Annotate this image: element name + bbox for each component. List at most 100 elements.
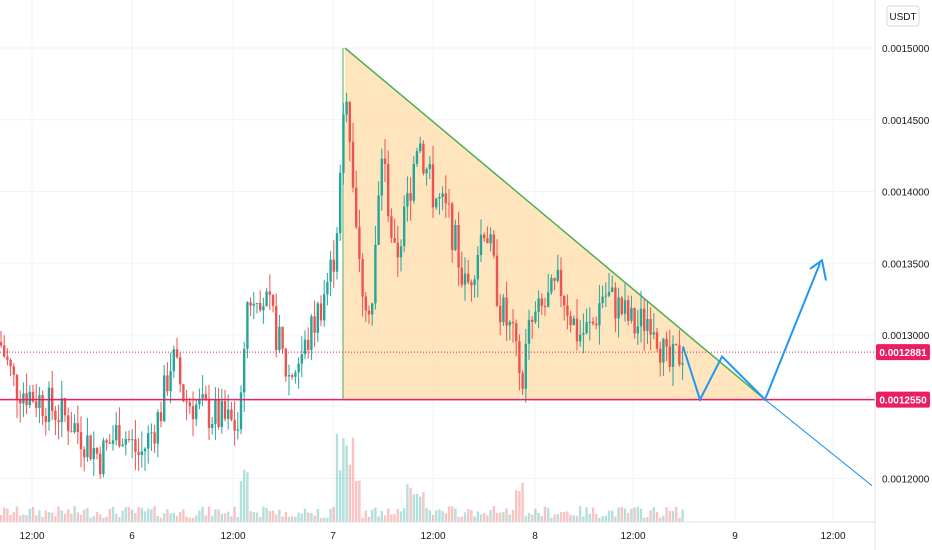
candle (364, 292, 367, 322)
candle-body (223, 401, 227, 419)
price-tag-label: 0.0012881 (879, 348, 927, 359)
candle-body (655, 332, 659, 349)
candle-body (198, 398, 201, 405)
candle (156, 409, 159, 458)
volume-bar (233, 506, 236, 522)
candle (540, 293, 543, 315)
candle-body (540, 298, 543, 306)
candle-body (646, 318, 649, 331)
candle (108, 434, 111, 444)
candle (86, 417, 89, 462)
candle (409, 177, 412, 221)
candle (339, 164, 342, 241)
candle (575, 299, 579, 351)
candle-body (636, 326, 639, 334)
volume-bar (294, 516, 297, 522)
volume-bar (166, 509, 169, 522)
candle (614, 282, 617, 333)
price-tags: 0.0012881 0.0012550 (876, 344, 930, 408)
candle-body (217, 399, 220, 428)
candle-body (515, 323, 518, 342)
volume-bar (447, 506, 451, 522)
candle-body (438, 197, 441, 199)
candle (92, 431, 95, 476)
candle (428, 156, 431, 180)
volume-bar (604, 515, 607, 522)
candles (0, 92, 684, 479)
volume-bar (9, 515, 12, 522)
volume-bar (259, 516, 262, 522)
volume-bar (598, 517, 601, 522)
candle-body (9, 359, 12, 367)
candle (387, 150, 390, 223)
candle-body (566, 305, 569, 316)
volume-bar (537, 512, 540, 522)
candle-body (281, 326, 284, 349)
candle (265, 288, 268, 307)
volume-bar (655, 511, 659, 522)
candle-body (79, 432, 83, 450)
candle (604, 282, 607, 307)
volume-bar (351, 437, 355, 522)
candle-body (588, 321, 591, 323)
candle (239, 385, 243, 435)
volume-bar (636, 506, 639, 522)
volume-bar (156, 515, 159, 522)
volume-bar (57, 506, 60, 522)
volume-bar (531, 514, 534, 522)
candle (307, 327, 310, 359)
volume-bar (35, 515, 38, 522)
candle (547, 273, 550, 308)
candle (492, 230, 495, 259)
candle (393, 218, 396, 243)
candle (217, 387, 220, 430)
candle (313, 300, 316, 347)
candle (153, 424, 156, 453)
candle (483, 232, 486, 242)
candle-body (358, 227, 361, 260)
volume-bar (243, 469, 246, 522)
candle (518, 334, 521, 391)
candle (9, 358, 12, 377)
candle-body (118, 425, 121, 447)
price-tag-bg (876, 391, 930, 408)
candle (649, 307, 652, 351)
volume-bar (534, 508, 537, 522)
candle-body (121, 444, 124, 447)
volume-bar (339, 470, 342, 522)
volume-bar (595, 514, 598, 522)
candle-body (467, 273, 470, 283)
volume-bar (585, 507, 588, 522)
candle (447, 188, 451, 218)
candle-body (0, 342, 3, 346)
candle (579, 320, 582, 347)
volume-bar (441, 511, 444, 522)
volume-bar (38, 510, 41, 522)
candle-body (268, 291, 271, 295)
candle-body (99, 453, 102, 475)
volume-bar (406, 484, 409, 522)
candle-body (89, 435, 92, 460)
volume-bar (639, 508, 643, 522)
candle-body (265, 291, 268, 307)
x-tick-label: 12:00 (220, 531, 245, 542)
candle (15, 373, 19, 419)
candle-body (374, 244, 377, 304)
volume-bar (422, 492, 425, 522)
candle-body (300, 354, 303, 364)
volume-bar (265, 507, 268, 522)
volume-bar (675, 506, 678, 522)
candle-body (620, 297, 623, 314)
candle-body (195, 404, 198, 420)
volume-bar (476, 511, 479, 522)
candle (559, 257, 563, 307)
candle (124, 431, 127, 456)
candle (502, 294, 505, 326)
candle (598, 284, 601, 345)
candle-body (463, 273, 467, 285)
volume-bar (332, 506, 335, 522)
candle (47, 381, 51, 431)
price-tag: 0.0012550 (876, 391, 930, 408)
